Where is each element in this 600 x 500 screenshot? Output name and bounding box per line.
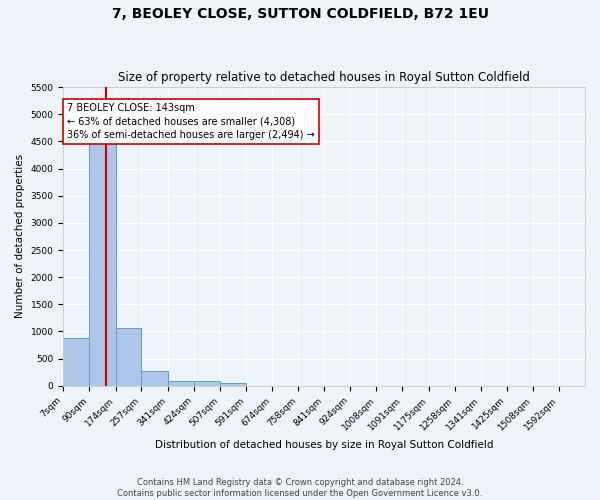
Title: Size of property relative to detached houses in Royal Sutton Coldfield: Size of property relative to detached ho…	[118, 72, 530, 85]
Bar	[142, 371, 168, 386]
X-axis label: Distribution of detached houses by size in Royal Sutton Coldfield: Distribution of detached houses by size …	[155, 440, 493, 450]
Y-axis label: Number of detached properties: Number of detached properties	[15, 154, 25, 318]
Bar	[168, 380, 194, 386]
Bar	[116, 328, 142, 386]
Text: Contains HM Land Registry data © Crown copyright and database right 2024.
Contai: Contains HM Land Registry data © Crown c…	[118, 478, 482, 498]
Bar	[89, 138, 116, 386]
Bar	[63, 338, 89, 386]
Text: 7 BEOLEY CLOSE: 143sqm
← 63% of detached houses are smaller (4,308)
36% of semi-: 7 BEOLEY CLOSE: 143sqm ← 63% of detached…	[67, 104, 315, 140]
Bar	[220, 383, 246, 386]
Text: 7, BEOLEY CLOSE, SUTTON COLDFIELD, B72 1EU: 7, BEOLEY CLOSE, SUTTON COLDFIELD, B72 1…	[112, 8, 488, 22]
Bar	[194, 382, 220, 386]
